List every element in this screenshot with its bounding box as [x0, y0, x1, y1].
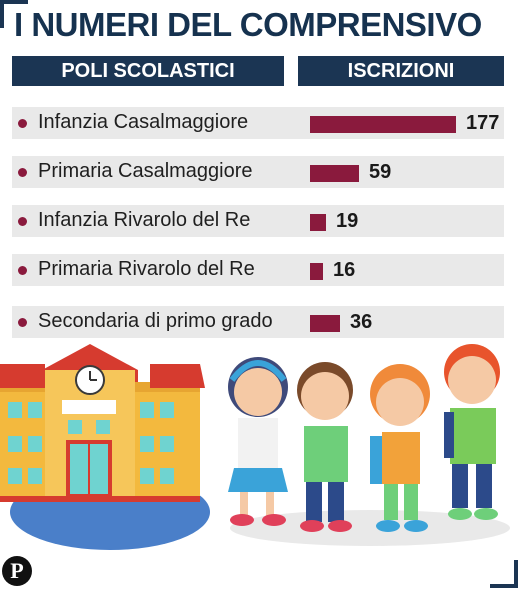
bullet-dot [18, 318, 27, 327]
data-label: 177 [466, 112, 500, 134]
bullet-dot [18, 168, 27, 177]
bar [310, 165, 359, 182]
category-label: Infanzia Casalmaggiore [38, 111, 249, 133]
bar-row: Secondaria di primo grado 36 [12, 306, 504, 338]
school-building-illustration [0, 344, 210, 550]
bar [310, 263, 323, 280]
bar-row: Infanzia Rivarolo del Re 19 [12, 205, 504, 237]
corner-mark-top-left [0, 0, 28, 28]
publisher-logo: P [2, 556, 32, 586]
bullet-dot [18, 119, 27, 128]
category-label: Primaria Casalmaggiore [38, 160, 253, 182]
data-label: 36 [350, 311, 373, 333]
chart-title: I NUMERI DEL COMPRENSIVO [14, 6, 482, 43]
bar-row: Primaria Rivarolo del Re 16 [12, 254, 504, 286]
bar-row: Infanzia Casalmaggiore 177 [12, 107, 504, 139]
corner-mark-bottom-right [490, 560, 518, 588]
category-label: Primaria Rivarolo del Re [38, 258, 255, 280]
category-label: Infanzia Rivarolo del Re [38, 209, 251, 231]
bar [310, 315, 340, 332]
category-label: Secondaria di primo grado [38, 310, 273, 332]
bullet-dot [18, 266, 27, 275]
column-header-iscrizioni: ISCRIZIONI [298, 56, 504, 86]
data-label: 19 [336, 210, 359, 232]
data-label: 16 [333, 259, 356, 281]
bar-row: Primaria Casalmaggiore 59 [12, 156, 504, 188]
bar [310, 214, 326, 231]
children-illustration [228, 344, 510, 546]
bar [310, 116, 456, 133]
data-label: 59 [369, 161, 392, 183]
bullet-dot [18, 217, 27, 226]
column-header-poli: POLI SCOLASTICI [12, 56, 284, 86]
